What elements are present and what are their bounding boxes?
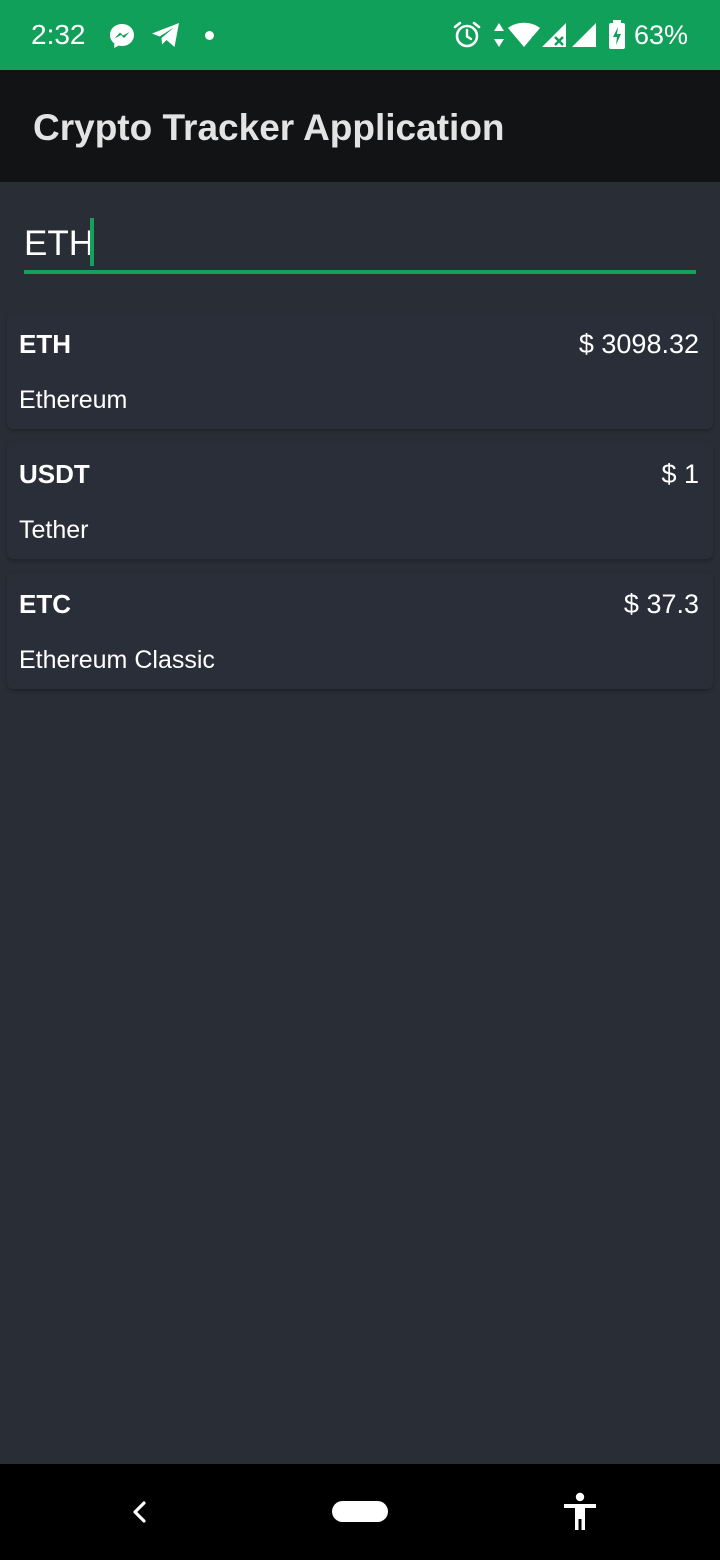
navigation-bar <box>0 1464 720 1560</box>
coin-name: Ethereum Classic <box>19 646 215 674</box>
coin-name: Tether <box>19 516 89 544</box>
data-arrows-icon <box>494 23 504 47</box>
search-field[interactable] <box>24 216 696 274</box>
signal-x-icon <box>542 23 566 47</box>
search-input[interactable] <box>24 216 696 272</box>
telegram-icon <box>152 23 179 47</box>
wifi-icon: 5 <box>508 22 540 47</box>
notification-dot-icon <box>205 31 214 40</box>
app-title: Crypto Tracker Application <box>33 107 505 148</box>
coin-card-usdt[interactable]: USDT $ 1 Tether <box>7 443 713 559</box>
coin-price: $ 3098.32 <box>578 329 699 359</box>
coin-symbol: USDT <box>19 459 90 489</box>
status-bar: 2:32 5 63% <box>0 0 720 70</box>
battery-percent: 63% <box>634 20 689 50</box>
coin-card-eth[interactable]: ETH $ 3098.32 Ethereum <box>7 313 713 429</box>
coin-card-etc[interactable]: ETC $ 37.3 Ethereum Classic <box>7 573 713 689</box>
coin-price: $ 37.3 <box>623 589 699 619</box>
coin-list: ETH $ 3098.32 Ethereum USDT $ 1 Tether E… <box>7 313 713 703</box>
home-pill-icon[interactable] <box>332 1501 388 1522</box>
search-underline <box>24 270 696 274</box>
messenger-icon <box>110 24 134 48</box>
app-bar: Crypto Tracker Application <box>0 70 720 182</box>
status-time: 2:32 <box>31 19 86 50</box>
svg-text:5: 5 <box>531 35 537 47</box>
battery-charging-icon <box>609 20 625 49</box>
text-cursor <box>90 218 94 266</box>
back-icon[interactable] <box>126 1498 152 1526</box>
coin-symbol: ETC <box>19 589 71 619</box>
coin-name: Ethereum <box>19 386 128 414</box>
coin-symbol: ETH <box>19 329 71 359</box>
accessibility-icon[interactable] <box>562 1492 598 1532</box>
signal-icon <box>572 23 596 47</box>
alarm-icon <box>453 21 481 48</box>
coin-price: $ 1 <box>661 459 699 489</box>
